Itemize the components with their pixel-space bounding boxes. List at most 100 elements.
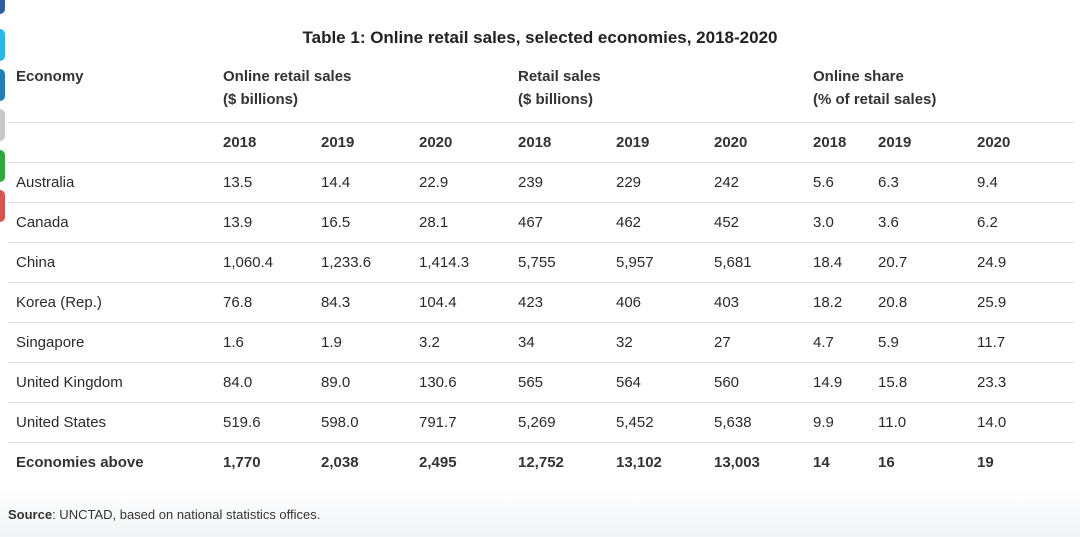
table-row: United States 519.6 598.0 791.7 5,269 5,452 5,…: [8, 402, 1074, 443]
table-row: Singapore 1.6 1.9 3.2 34 32 27 4.7 5.9 11.7: [8, 322, 1074, 363]
table-cell: 13.5: [215, 162, 313, 203]
table-cell: 24.9: [969, 242, 1074, 283]
table-cell: 13.9: [215, 202, 313, 243]
share-tab-3[interactable]: [0, 69, 5, 101]
table-cell: 14.9: [805, 362, 870, 403]
table-cell: 27: [706, 322, 805, 363]
retail-sales-header: Retail sales: [518, 67, 601, 85]
table-cell: 229: [608, 162, 706, 203]
total-cell: 1,770: [215, 442, 313, 482]
table-cell: 84.3: [313, 282, 411, 323]
share-tab-6[interactable]: [0, 190, 5, 222]
table-cell: 3.2: [411, 322, 510, 363]
total-cell: 12,752: [510, 442, 608, 482]
table-cell: 11.0: [870, 402, 969, 443]
economy-name: United States: [8, 402, 215, 443]
table-cell: 5.9: [870, 322, 969, 363]
year-cell: 2018: [215, 122, 313, 163]
economy-name: Australia: [8, 162, 215, 203]
total-cell: 13,102: [608, 442, 706, 482]
online-sales-unit: ($ billions): [223, 91, 298, 108]
table-cell: 519.6: [215, 402, 313, 443]
table-cell: 32: [608, 322, 706, 363]
total-cell: 19: [969, 442, 1074, 482]
economy-name: Canada: [8, 202, 215, 243]
retail-sales-unit: ($ billions): [518, 91, 593, 108]
table-cell: 1,233.6: [313, 242, 411, 283]
table-row: Canada 13.9 16.5 28.1 467 462 452 3.0 3.6 6.2: [8, 202, 1074, 243]
economy-name: Korea (Rep.): [8, 282, 215, 323]
table-cell: 9.4: [969, 162, 1074, 203]
year-header-row: 2018 2019 2020 2018 2019 2020 2018 2019 …: [8, 122, 1074, 163]
table-cell: 5,957: [608, 242, 706, 283]
table-cell: 462: [608, 202, 706, 243]
economy-name: United Kingdom: [8, 362, 215, 403]
source-text: : UNCTAD, based on national statistics o…: [52, 507, 321, 522]
table-cell: 23.3: [969, 362, 1074, 403]
table-cell: 6.3: [870, 162, 969, 203]
table-cell: 239: [510, 162, 608, 203]
table-cell: 5,681: [706, 242, 805, 283]
table-cell: 3.0: [805, 202, 870, 243]
table-cell: 791.7: [411, 402, 510, 443]
table-cell: 560: [706, 362, 805, 403]
total-label: Economies above: [8, 442, 215, 482]
table-cell: 11.7: [969, 322, 1074, 363]
table-cell: 1.9: [313, 322, 411, 363]
table-cell: 14.0: [969, 402, 1074, 443]
header-row-labels: Economy Online retail sales Retail sales…: [8, 59, 1074, 91]
total-cell: 16: [870, 442, 969, 482]
table-cell: 403: [706, 282, 805, 323]
share-tab-1[interactable]: [0, 0, 5, 14]
table-cell: 565: [510, 362, 608, 403]
total-cell: 2,495: [411, 442, 510, 482]
table-cell: 5,452: [608, 402, 706, 443]
year-cell: 2019: [313, 122, 411, 163]
table-cell: 406: [608, 282, 706, 323]
table-cell: 25.9: [969, 282, 1074, 323]
table-cell: 104.4: [411, 282, 510, 323]
table-cell: 9.9: [805, 402, 870, 443]
table-cell: 242: [706, 162, 805, 203]
economy-header: Economy: [16, 67, 84, 85]
table-cell: 1,060.4: [215, 242, 313, 283]
table-cell: 6.2: [969, 202, 1074, 243]
table-cell: 452: [706, 202, 805, 243]
table-cell: 5,269: [510, 402, 608, 443]
table-cell: 76.8: [215, 282, 313, 323]
table-row: Korea (Rep.) 76.8 84.3 104.4 423 406 403 18.2 20…: [8, 282, 1074, 323]
source-note: Source: UNCTAD, based on national statis…: [8, 507, 320, 522]
table-cell: 1.6: [215, 322, 313, 363]
table-cell: 1,414.3: [411, 242, 510, 283]
table-row: United Kingdom 84.0 89.0 130.6 565 564 560 14.9…: [8, 362, 1074, 403]
share-tab-5[interactable]: [0, 150, 5, 182]
table-cell: 18.4: [805, 242, 870, 283]
year-cell: 2019: [608, 122, 706, 163]
share-tab-2[interactable]: [0, 29, 5, 61]
online-share-unit: (% of retail sales): [813, 91, 937, 108]
total-cell: 2,038: [313, 442, 411, 482]
table-cell: 14.4: [313, 162, 411, 203]
table-cell: 467: [510, 202, 608, 243]
table-cell: 84.0: [215, 362, 313, 403]
table-cell: 34: [510, 322, 608, 363]
economy-name: Singapore: [8, 322, 215, 363]
table-cell: 5,638: [706, 402, 805, 443]
table-body: Australia 13.5 14.4 22.9 239 229 242 5.6 6.3 9.4 C…: [8, 162, 1074, 443]
economy-name: China: [8, 242, 215, 283]
table-title: Table 1: Online retail sales, selected e…: [302, 28, 778, 47]
table-cell: 16.5: [313, 202, 411, 243]
table-cell: 3.6: [870, 202, 969, 243]
total-cell: 13,003: [706, 442, 805, 482]
table-cell: 423: [510, 282, 608, 323]
table-cell: 22.9: [411, 162, 510, 203]
year-cell: 2019: [870, 122, 969, 163]
source-label: Source: [8, 507, 53, 522]
share-tab-4[interactable]: [0, 109, 5, 141]
year-cell: 2018: [510, 122, 608, 163]
total-row: Economies above 1,770 2,038 2,495 12,752…: [8, 442, 1074, 482]
table-cell: 130.6: [411, 362, 510, 403]
table-cell: 15.8: [870, 362, 969, 403]
header-row-units: ($ billions) ($ billions) (% of retail s…: [8, 91, 1074, 123]
table-cell: 5,755: [510, 242, 608, 283]
